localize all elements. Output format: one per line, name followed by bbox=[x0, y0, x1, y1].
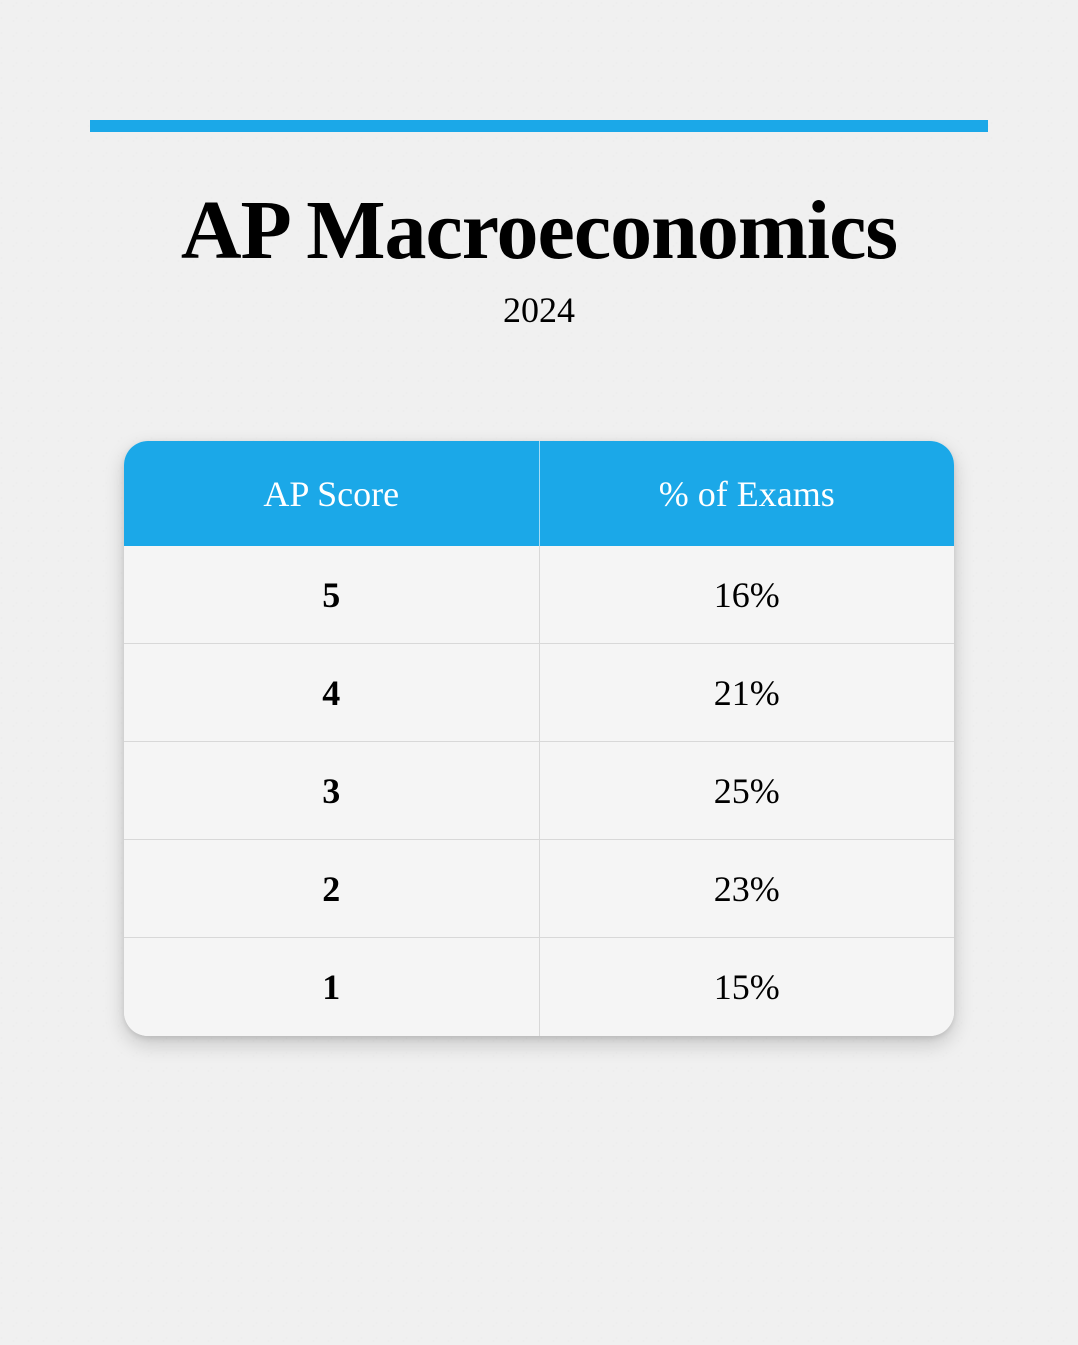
cell-score: 1 bbox=[124, 938, 540, 1036]
page-title: AP Macroeconomics bbox=[90, 182, 988, 279]
table-row: 1 15% bbox=[124, 938, 954, 1036]
cell-pct: 16% bbox=[540, 546, 955, 643]
cell-pct: 23% bbox=[540, 840, 955, 937]
cell-pct: 21% bbox=[540, 644, 955, 741]
score-table: AP Score % of Exams 5 16% 4 21% 3 25% 2 … bbox=[124, 441, 954, 1036]
table-row: 5 16% bbox=[124, 546, 954, 644]
table-row: 3 25% bbox=[124, 742, 954, 840]
cell-score: 5 bbox=[124, 546, 540, 643]
cell-score: 2 bbox=[124, 840, 540, 937]
table-row: 2 23% bbox=[124, 840, 954, 938]
table-body: 5 16% 4 21% 3 25% 2 23% 1 15% bbox=[124, 546, 954, 1036]
table-header-pct: % of Exams bbox=[540, 441, 955, 546]
cell-pct: 25% bbox=[540, 742, 955, 839]
page-subtitle: 2024 bbox=[90, 289, 988, 331]
cell-score: 4 bbox=[124, 644, 540, 741]
table-header-score: AP Score bbox=[124, 441, 540, 546]
cell-score: 3 bbox=[124, 742, 540, 839]
table-row: 4 21% bbox=[124, 644, 954, 742]
table-header-row: AP Score % of Exams bbox=[124, 441, 954, 546]
accent-rule bbox=[90, 120, 988, 132]
cell-pct: 15% bbox=[540, 938, 955, 1036]
